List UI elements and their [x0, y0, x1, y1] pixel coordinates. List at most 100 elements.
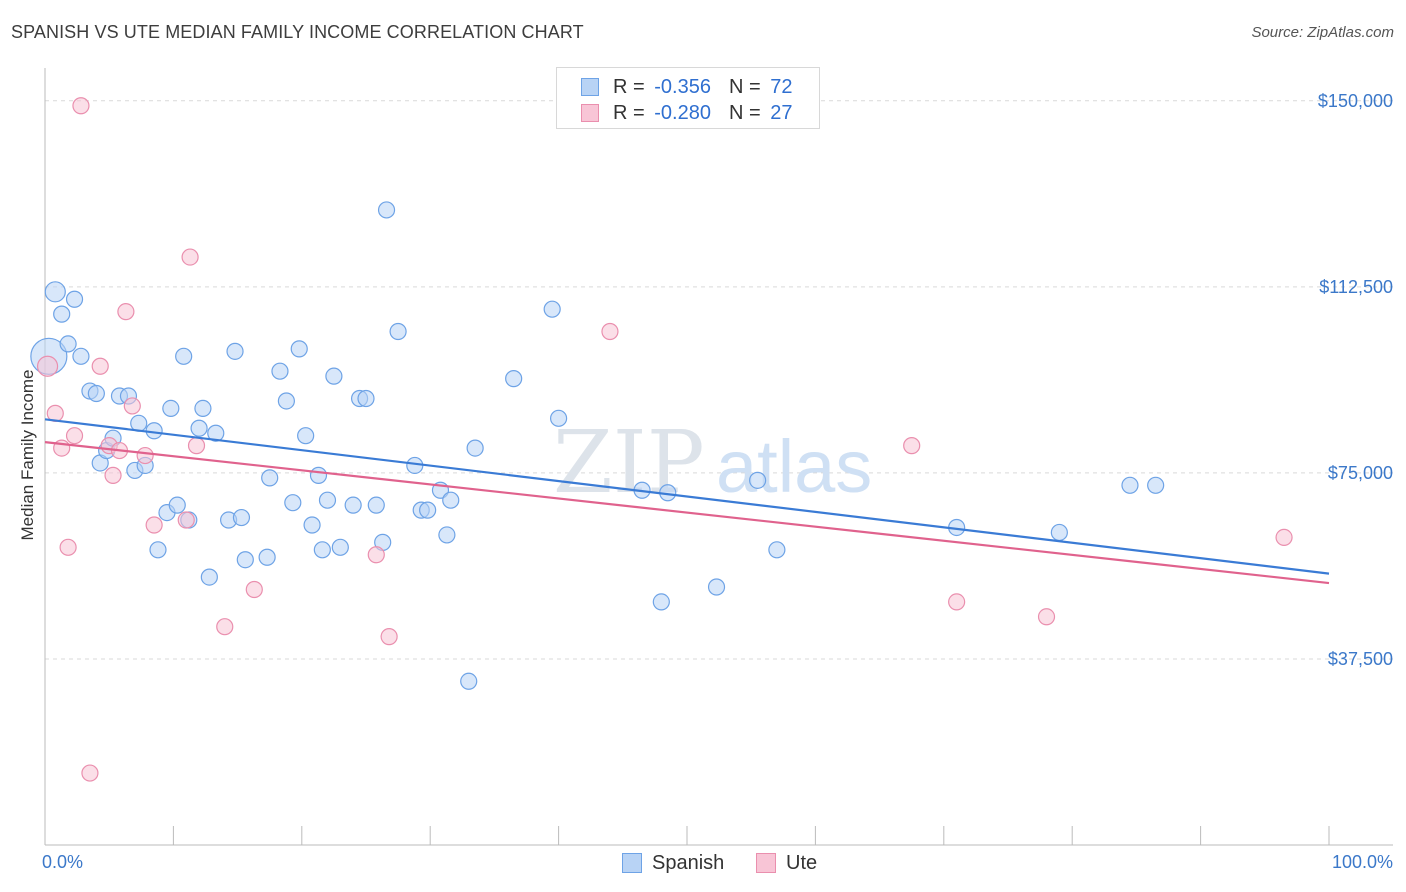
spanish-point — [232, 508, 251, 527]
spanish-point — [377, 201, 396, 219]
y-tick-label: $150,000 — [1318, 91, 1393, 111]
ute-trend-line — [44, 441, 1330, 585]
ute-point — [59, 538, 77, 556]
ute-point — [145, 516, 163, 534]
x-tick-label-end: 100.0% — [1332, 852, 1393, 872]
ute-point — [380, 628, 398, 646]
legend-r-value: -0.280 — [654, 102, 711, 124]
series-legend-spanish[interactable]: Spanish — [622, 852, 724, 875]
legend-r-label: R = — [613, 76, 645, 98]
spanish-point — [466, 439, 484, 457]
spanish-point — [271, 362, 289, 380]
spanish-point — [549, 409, 568, 427]
spanish-point — [194, 399, 212, 418]
spanish-point — [44, 281, 66, 303]
spanish-point — [438, 526, 456, 544]
series-swatch-ute — [756, 853, 776, 873]
spanish-point — [1121, 476, 1139, 494]
spanish-point — [175, 347, 193, 365]
legend-r-label: R = — [613, 102, 645, 124]
series-label-spanish: Spanish — [652, 852, 725, 874]
legend-n-value: 72 — [770, 76, 793, 98]
y-axis-label: Median Family Income — [18, 369, 37, 540]
spanish-point — [277, 392, 295, 410]
ute-point — [65, 427, 84, 445]
series-label-ute: Ute — [786, 852, 818, 874]
ute-point — [123, 397, 141, 415]
spanish-point — [419, 501, 437, 519]
axis-layer — [44, 68, 1393, 846]
spanish-point — [207, 424, 225, 442]
x-tick-label-start: 0.0% — [42, 852, 83, 872]
spanish-point — [59, 335, 77, 353]
stats-legend: R = -0.356 N = 72 R = -0.280 N = 27 — [556, 67, 820, 129]
spanish-point — [357, 389, 375, 408]
legend-n-label: N = — [728, 102, 761, 124]
spanish-point — [1147, 476, 1165, 494]
watermark-atlas: atlas — [716, 425, 872, 508]
watermark-zip: ZIP — [553, 413, 705, 513]
ute-point — [117, 303, 135, 321]
legend-swatch-spanish — [581, 78, 599, 96]
spanish-point — [442, 491, 460, 509]
y-tick-label: $112,500 — [1319, 277, 1393, 297]
spanish-point — [1050, 523, 1068, 542]
ute-point — [367, 546, 385, 564]
ute-point — [36, 355, 59, 377]
legend-n-label: N = — [728, 76, 761, 98]
spanish-point — [290, 340, 308, 358]
series-legend-ute[interactable]: Ute — [756, 852, 817, 875]
spanish-point — [149, 541, 167, 559]
spanish-point — [707, 578, 726, 596]
points-layer — [30, 97, 1293, 782]
ute-point — [1037, 608, 1056, 626]
spanish-point — [344, 496, 362, 514]
spanish-point — [261, 469, 279, 487]
spanish-point — [505, 370, 523, 388]
chart-title: SPANISH VS UTE MEDIAN FAMILY INCOME CORR… — [11, 22, 584, 42]
spanish-point — [226, 342, 244, 360]
watermark: ZIP atlas — [553, 413, 872, 513]
ute-point — [181, 248, 199, 266]
legend-swatch-ute — [581, 104, 599, 122]
spanish-point — [749, 471, 767, 489]
series-swatch-spanish — [622, 853, 642, 873]
ute-point — [81, 764, 99, 782]
trend-layer — [44, 418, 1330, 585]
spanish-point — [200, 568, 218, 586]
legend-row-spanish: R = -0.356 N = 72 — [581, 76, 792, 98]
spanish-point — [325, 367, 343, 385]
ute-point — [601, 322, 619, 341]
spanish-point — [309, 466, 328, 484]
spanish-point — [367, 496, 385, 514]
spanish-point — [331, 538, 349, 556]
ute-point — [136, 446, 154, 465]
ute-point — [903, 437, 921, 455]
ute-point — [1275, 528, 1293, 547]
legend-row-ute: R = -0.280 N = 27 — [581, 102, 792, 124]
ute-point — [187, 437, 206, 455]
spanish-point — [168, 496, 186, 514]
ute-point — [72, 97, 90, 115]
spanish-point — [297, 427, 315, 445]
y-tick-label: $75,000 — [1328, 463, 1393, 483]
grid-layer: $37,500 $75,000 $112,500 $150,000 — [45, 91, 1393, 669]
spanish-point — [65, 290, 84, 308]
spanish-point — [543, 300, 561, 318]
spanish-point — [768, 541, 786, 559]
source-label: Source: ZipAtlas.com — [1251, 24, 1394, 41]
spanish-point — [53, 305, 71, 323]
spanish-point — [236, 551, 254, 569]
spanish-point — [303, 516, 321, 534]
spanish-trend-line — [44, 418, 1330, 575]
ute-point — [245, 580, 263, 599]
ute-point — [91, 357, 109, 375]
spanish-point — [162, 399, 180, 418]
ute-point — [104, 466, 122, 484]
legend-r-value: -0.356 — [654, 76, 711, 98]
legend-n-value: 27 — [770, 102, 793, 124]
ute-point — [216, 618, 234, 636]
spanish-point — [72, 347, 90, 365]
spanish-point — [87, 384, 105, 403]
